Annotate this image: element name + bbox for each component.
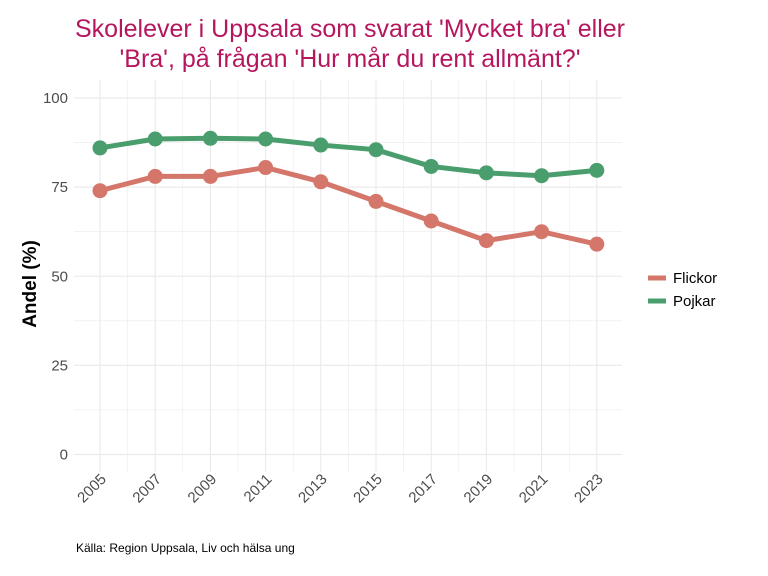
x-tick-label: 2007 — [129, 471, 165, 507]
x-tick-label: 2005 — [74, 471, 110, 507]
series-line-pojkar — [97, 135, 600, 179]
x-tick-label: 2013 — [295, 471, 331, 507]
data-point-flickor — [313, 174, 329, 190]
data-point-pojkar — [534, 168, 550, 184]
y-tick-label: 100 — [43, 90, 68, 107]
legend-label-flickor: Flickor — [673, 270, 717, 287]
chart-title-line-2: 'Bra', på frågan 'Hur mår du rent allmän… — [119, 45, 581, 73]
chart-title-line-1: Skolelever i Uppsala som svarat 'Mycket … — [74, 15, 626, 43]
series-line-flickor — [97, 165, 600, 247]
data-point-flickor — [423, 213, 439, 229]
x-tick-label: 2019 — [461, 471, 497, 507]
grid-lines — [74, 80, 622, 472]
y-tick-label: 75 — [51, 179, 68, 196]
y-tick-label: 0 — [60, 447, 68, 464]
data-point-pojkar — [478, 165, 494, 181]
y-tick-label: 50 — [51, 268, 68, 285]
legend-label-pojkar: Pojkar — [673, 293, 716, 310]
y-tick-label: 25 — [51, 357, 68, 374]
x-tick-label: 2011 — [241, 471, 276, 506]
data-point-flickor — [368, 193, 384, 209]
data-point-pojkar — [92, 140, 108, 156]
data-point-flickor — [589, 236, 605, 252]
axis-labels: 0 25 50 75 100 2005 2007 2009 2011 2013 2015 2017 20… — [20, 90, 607, 506]
x-tick-label: 2023 — [571, 471, 607, 507]
data-point-flickor — [202, 168, 218, 184]
x-tick-label: 2017 — [405, 471, 441, 507]
data-point-flickor — [534, 224, 550, 240]
data-point-pojkar — [202, 130, 218, 146]
data-point-pojkar — [589, 162, 605, 178]
legend: Flickor Pojkar — [648, 270, 717, 310]
x-tick-label: 2015 — [350, 471, 386, 507]
x-tick-label: 2009 — [185, 471, 221, 507]
data-point-pojkar — [423, 158, 439, 174]
chart-series — [92, 130, 605, 252]
data-point-pojkar — [147, 131, 163, 147]
x-tick-label: 2021 — [516, 471, 552, 507]
series-flickor — [92, 160, 605, 252]
data-point-flickor — [147, 168, 163, 184]
series-pojkar — [92, 130, 605, 184]
data-point-pojkar — [368, 142, 384, 158]
data-point-flickor — [92, 183, 108, 199]
chart-title: Skolelever i Uppsala som svarat 'Mycket … — [0, 14, 700, 74]
data-point-flickor — [258, 160, 274, 176]
data-point-pojkar — [313, 137, 329, 153]
data-point-pojkar — [258, 131, 274, 147]
data-point-flickor — [478, 233, 494, 249]
y-axis-title: Andel (%) — [20, 240, 41, 328]
source-caption: Källa: Region Uppsala, Liv och hälsa ung — [76, 541, 295, 555]
